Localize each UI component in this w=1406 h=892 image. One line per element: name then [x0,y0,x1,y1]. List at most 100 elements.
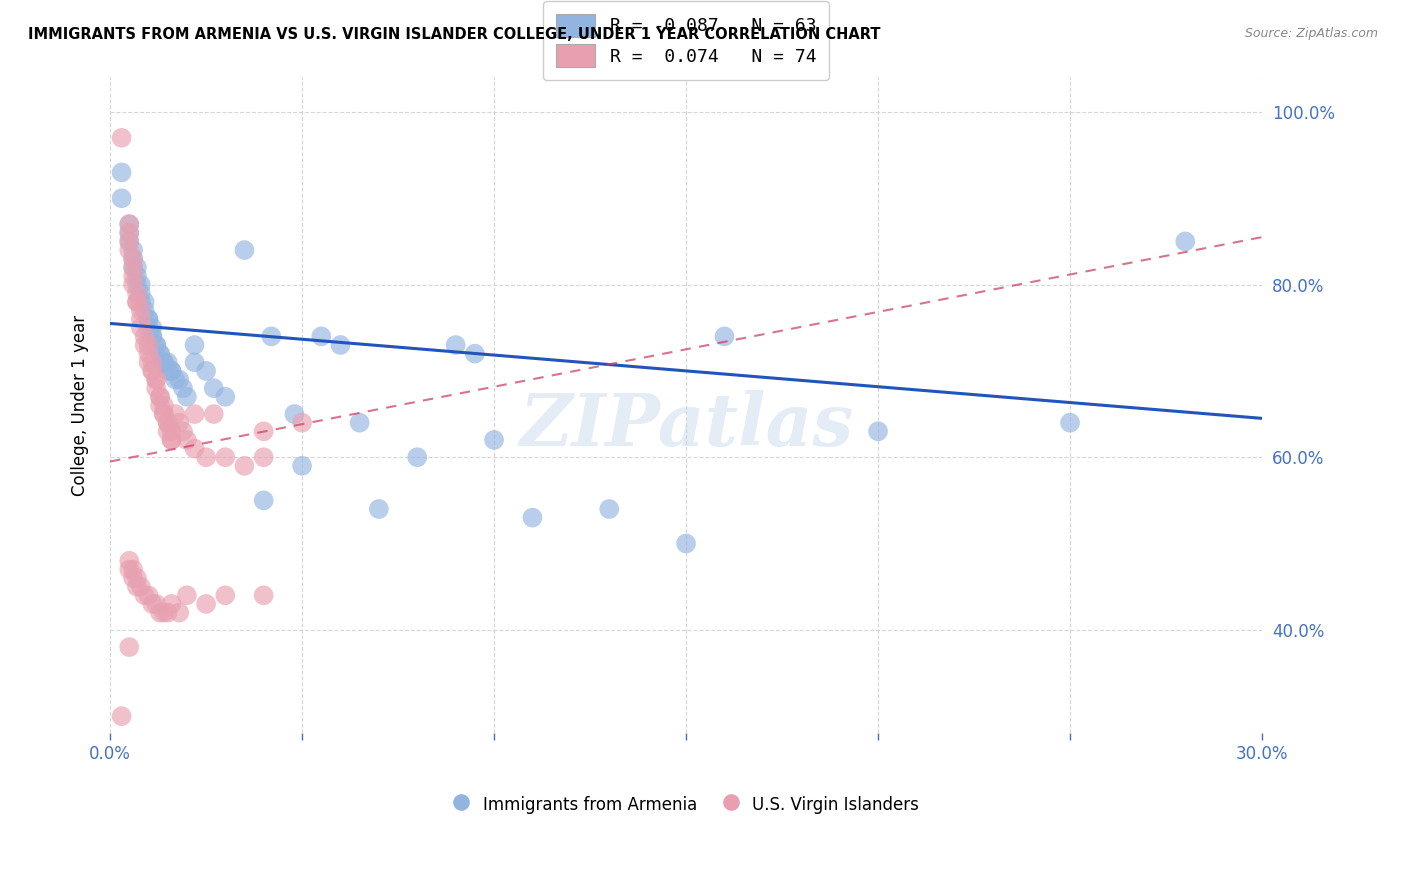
Text: ZIPatlas: ZIPatlas [519,390,853,460]
Point [253,588,276,602]
Point [167,372,190,386]
Point [149,346,172,360]
Point [349,416,371,430]
Point [172,425,194,439]
Point [464,346,486,360]
Point [156,355,179,369]
Point [118,562,141,576]
Point [195,364,218,378]
Point [145,381,167,395]
Point [125,277,148,292]
Point [110,131,132,145]
Point [145,372,167,386]
Text: IMMIGRANTS FROM ARMENIA VS U.S. VIRGIN ISLANDER COLLEGE, UNDER 1 YEAR CORRELATIO: IMMIGRANTS FROM ARMENIA VS U.S. VIRGIN I… [28,27,880,42]
Point [118,235,141,249]
Point [118,226,141,240]
Point [160,597,183,611]
Point [149,390,172,404]
Point [145,338,167,352]
Point [253,425,276,439]
Point [138,346,160,360]
Point [125,286,148,301]
Point [122,260,145,275]
Point [253,493,276,508]
Point [176,588,198,602]
Point [129,303,152,318]
Point [134,338,156,352]
Point [291,416,314,430]
Point [1174,235,1197,249]
Point [253,450,276,465]
Point [160,433,183,447]
Point [214,588,236,602]
Point [160,425,183,439]
Point [134,303,156,318]
Point [176,433,198,447]
Point [153,355,176,369]
Point [118,217,141,231]
Point [167,606,190,620]
Point [598,502,620,516]
Point [138,312,160,326]
Point [122,277,145,292]
Point [129,580,152,594]
Point [138,320,160,334]
Point [233,458,256,473]
Point [156,364,179,378]
Point [141,329,163,343]
Point [260,329,283,343]
Point [138,355,160,369]
Point [125,571,148,585]
Point [141,364,163,378]
Point [134,329,156,343]
Point [129,312,152,326]
Legend: Immigrants from Armenia, U.S. Virgin Islanders: Immigrants from Armenia, U.S. Virgin Isl… [446,788,925,822]
Point [367,502,389,516]
Point [444,338,467,352]
Point [129,277,152,292]
Point [713,329,735,343]
Point [122,243,145,257]
Point [291,458,314,473]
Point [309,329,332,343]
Point [141,597,163,611]
Point [160,433,183,447]
Point [141,364,163,378]
Point [129,320,152,334]
Point [138,588,160,602]
Point [675,536,697,550]
Point [125,260,148,275]
Point [141,355,163,369]
Point [145,372,167,386]
Point [156,606,179,620]
Point [125,294,148,309]
Point [522,510,544,524]
Point [141,329,163,343]
Point [129,294,152,309]
Point [183,355,205,369]
Point [118,554,141,568]
Point [165,372,187,386]
Point [134,294,156,309]
Point [195,597,218,611]
Point [172,381,194,395]
Point [125,268,148,283]
Point [118,226,141,240]
Point [160,364,183,378]
Point [1059,416,1081,430]
Point [153,407,176,421]
Point [122,252,145,266]
Point [110,165,132,179]
Point [125,294,148,309]
Point [122,260,145,275]
Point [122,571,145,585]
Point [138,338,160,352]
Point [118,243,141,257]
Y-axis label: College, Under 1 year: College, Under 1 year [72,315,89,496]
Point [118,217,141,231]
Point [153,606,176,620]
Point [145,597,167,611]
Point [283,407,305,421]
Point [122,562,145,576]
Point [482,433,505,447]
